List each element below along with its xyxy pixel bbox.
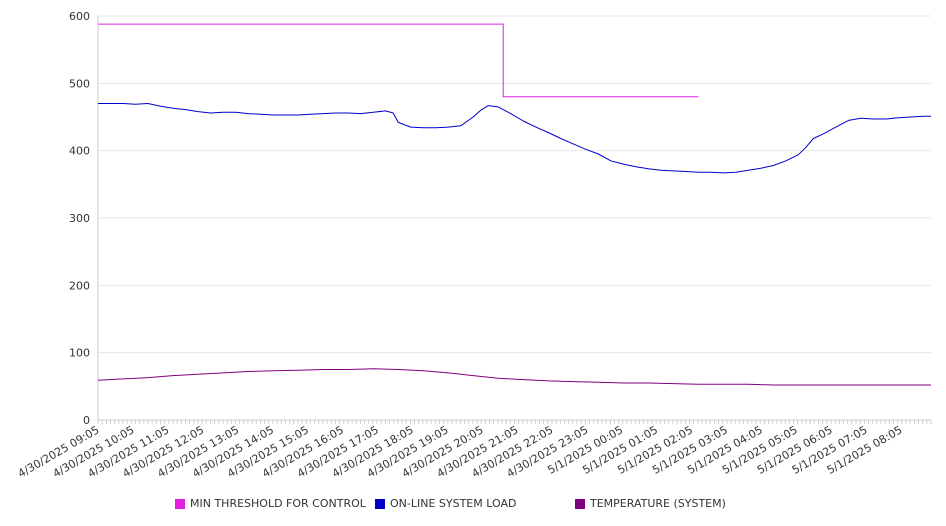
y-tick-label-300: 300 xyxy=(69,212,90,225)
y-tick-label-100: 100 xyxy=(69,347,90,360)
legend-item-temperature: TEMPERATURE (SYSTEM) xyxy=(575,497,726,510)
legend: MIN THRESHOLD FOR CONTROL ON-LINE SYSTEM… xyxy=(0,497,946,515)
y-tick-label-600: 600 xyxy=(69,10,90,23)
grid xyxy=(98,15,931,354)
series-line-0 xyxy=(98,23,699,98)
legend-label-temperature: TEMPERATURE (SYSTEM) xyxy=(590,497,726,510)
legend-swatch-min-threshold xyxy=(175,498,185,509)
series-line-2 xyxy=(97,368,931,386)
legend-item-system-load: ON-LINE SYSTEM LOAD xyxy=(375,497,516,510)
y-tick-label-200: 200 xyxy=(69,279,90,292)
axes xyxy=(97,16,932,424)
x-tick-labels: 4/30/2025 09:054/30/2025 10:054/30/2025 … xyxy=(16,423,905,480)
legend-swatch-temperature xyxy=(575,498,585,509)
y-tick-label-500: 500 xyxy=(69,77,90,90)
legend-label-system-load: ON-LINE SYSTEM LOAD xyxy=(390,497,517,510)
legend-item-min-threshold: MIN THRESHOLD FOR CONTROL xyxy=(175,497,366,510)
legend-swatch-system-load xyxy=(375,498,385,509)
series-lines xyxy=(97,23,931,386)
series-line-1 xyxy=(98,103,931,174)
y-tick-label-0: 0 xyxy=(83,414,90,427)
y-tick-label-400: 400 xyxy=(69,145,90,158)
legend-label-min-threshold: MIN THRESHOLD FOR CONTROL xyxy=(190,497,366,510)
y-tick-labels: 0 100 200 300 400 500 600 xyxy=(69,10,90,427)
